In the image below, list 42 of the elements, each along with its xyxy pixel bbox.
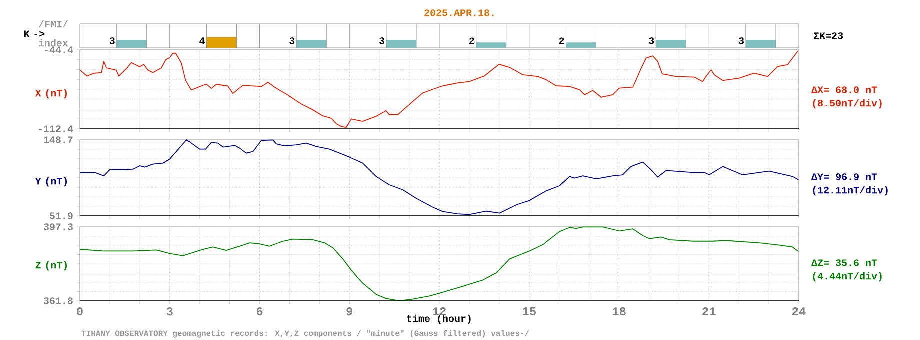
y-axis-title: Y (nT) bbox=[35, 177, 67, 187]
x-tick-label: 9 bbox=[346, 308, 353, 316]
data-label: 3 bbox=[290, 38, 295, 44]
data-label: 3 bbox=[379, 38, 384, 44]
y-tick-label: 148.7 bbox=[44, 136, 73, 144]
text: (4.44nT/div) bbox=[813, 272, 882, 282]
y-axis-title: Z (nT) bbox=[36, 261, 67, 271]
y-tick-label: 397.3 bbox=[44, 224, 73, 230]
y-tick-label: -112.4 bbox=[39, 126, 74, 132]
y-tick-label: 51.9 bbox=[50, 212, 73, 220]
text: ΣK=23 bbox=[814, 32, 844, 40]
x-tick-label: 3 bbox=[166, 308, 173, 316]
data-label: 3 bbox=[738, 38, 744, 44]
text: (12.11nT/div) bbox=[813, 186, 888, 196]
data-label: 2 bbox=[469, 38, 474, 44]
text: (8.50nT/div) bbox=[813, 99, 882, 109]
x-tick-label: 12 bbox=[433, 308, 446, 316]
x-tick-label: 18 bbox=[612, 308, 626, 316]
y-tick-label: -44.4 bbox=[45, 46, 74, 54]
line-series bbox=[80, 51, 798, 128]
text: ΔX= 68.0 nT bbox=[812, 86, 878, 94]
y-axis-title: K -> bbox=[24, 30, 45, 38]
text: ΔZ= 35.6 nT bbox=[812, 260, 878, 266]
line-series bbox=[80, 226, 800, 302]
text: index bbox=[39, 39, 68, 47]
x-tick-label: 21 bbox=[702, 308, 716, 316]
data-label: 3 bbox=[649, 38, 654, 44]
text: /FMI/ bbox=[38, 20, 68, 28]
x-tick-label: 0 bbox=[77, 308, 83, 316]
chart-title: 2025.APR.18. bbox=[424, 10, 494, 16]
data-label: 3 bbox=[110, 38, 115, 44]
data-label: 4 bbox=[200, 38, 205, 44]
y-tick-label: 361.8 bbox=[44, 298, 73, 304]
text: ΔY= 96.9 nT bbox=[812, 174, 878, 180]
x-tick-label: 24 bbox=[792, 308, 806, 316]
y-axis-title: X (nT) bbox=[35, 89, 67, 99]
line-series bbox=[80, 140, 800, 216]
data-label: 2 bbox=[559, 38, 564, 44]
x-tick-label: 15 bbox=[522, 308, 536, 316]
x-tick-label: 6 bbox=[256, 308, 263, 316]
text: TIHANY OBSERVATORY geomagnetic records: X,Y,Z components / "minute" (Gauss filtered) values-/ bbox=[82, 330, 530, 338]
x-axis-title: time (hour) bbox=[407, 314, 471, 324]
